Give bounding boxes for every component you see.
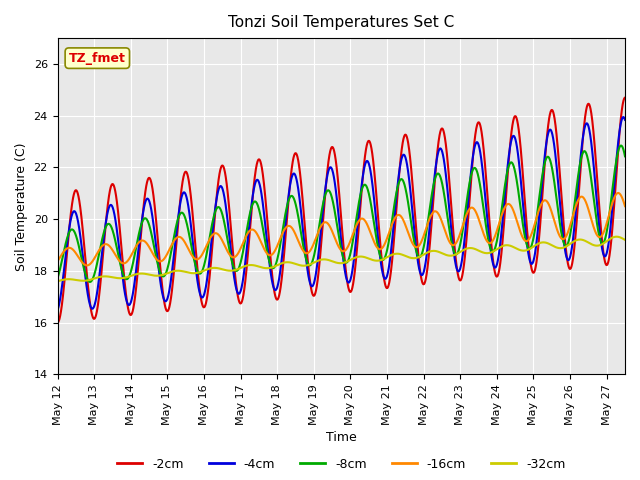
-4cm — [610, 187, 618, 193]
-4cm — [271, 287, 279, 293]
-8cm — [118, 269, 126, 275]
-8cm — [86, 279, 93, 285]
Line: -16cm: -16cm — [58, 193, 625, 265]
Line: -8cm: -8cm — [58, 145, 625, 282]
-4cm — [152, 242, 160, 248]
-16cm — [610, 195, 618, 201]
-16cm — [549, 213, 557, 219]
-2cm — [118, 253, 126, 259]
-8cm — [54, 276, 61, 281]
Title: Tonzi Soil Temperatures Set C: Tonzi Soil Temperatures Set C — [228, 15, 454, 30]
Legend: -2cm, -4cm, -8cm, -16cm, -32cm: -2cm, -4cm, -8cm, -16cm, -32cm — [112, 453, 570, 476]
-4cm — [620, 114, 627, 120]
-2cm — [621, 95, 629, 100]
-2cm — [549, 108, 557, 114]
Line: -4cm: -4cm — [58, 117, 625, 310]
X-axis label: Time: Time — [326, 431, 356, 444]
-16cm — [83, 263, 91, 268]
-8cm — [296, 224, 304, 229]
-8cm — [549, 170, 557, 176]
-32cm — [271, 264, 279, 269]
-8cm — [271, 263, 279, 268]
-4cm — [549, 133, 557, 139]
-32cm — [549, 243, 557, 249]
-8cm — [152, 254, 160, 260]
-32cm — [54, 278, 61, 284]
-2cm — [54, 320, 61, 325]
-32cm — [152, 273, 160, 278]
-16cm — [54, 258, 61, 264]
-4cm — [296, 197, 303, 203]
-2cm — [610, 207, 618, 213]
-8cm — [617, 143, 625, 148]
-32cm — [296, 263, 303, 268]
-2cm — [152, 216, 160, 221]
-2cm — [296, 168, 303, 174]
-8cm — [621, 154, 629, 159]
Line: -2cm: -2cm — [58, 97, 625, 323]
-16cm — [152, 256, 160, 262]
Text: TZ_fmet: TZ_fmet — [69, 52, 125, 65]
-32cm — [118, 275, 126, 281]
-2cm — [271, 292, 279, 298]
Y-axis label: Soil Temperature (C): Soil Temperature (C) — [15, 142, 28, 271]
-16cm — [614, 190, 622, 196]
-16cm — [271, 247, 279, 253]
-8cm — [610, 174, 618, 180]
-32cm — [610, 234, 618, 240]
-4cm — [621, 117, 629, 123]
-4cm — [54, 307, 61, 313]
-16cm — [118, 260, 126, 266]
-4cm — [118, 272, 126, 278]
-32cm — [612, 234, 620, 240]
-32cm — [621, 237, 629, 243]
-16cm — [296, 242, 304, 248]
Line: -32cm: -32cm — [58, 237, 625, 281]
-16cm — [621, 203, 629, 209]
